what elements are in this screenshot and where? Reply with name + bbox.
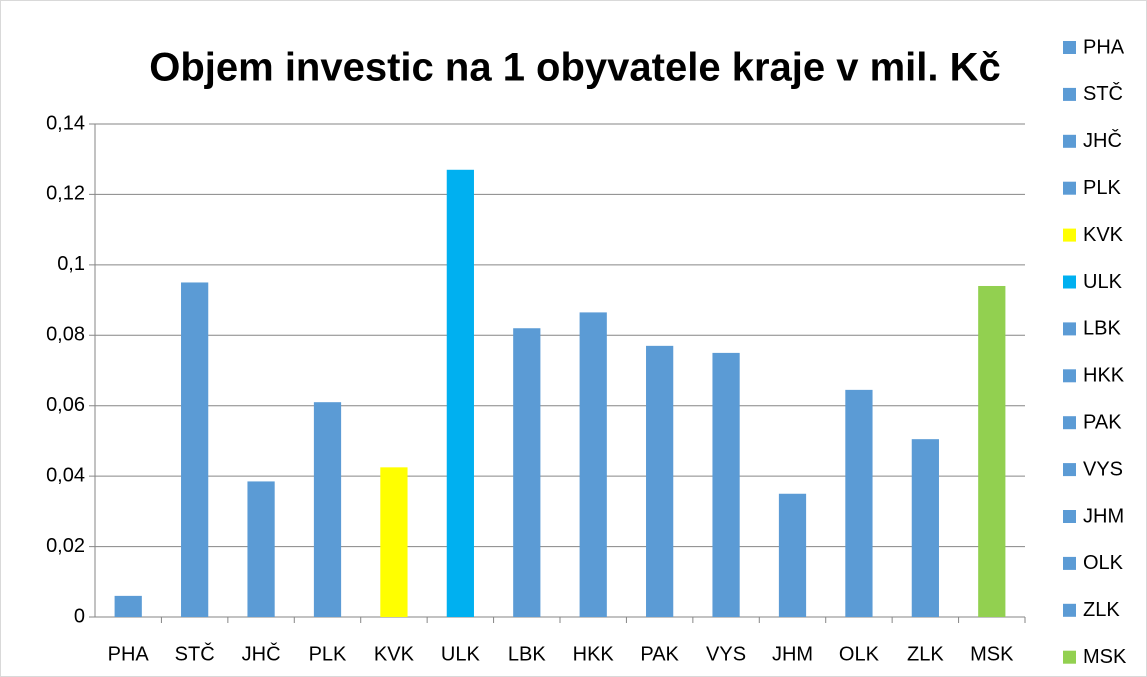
legend-label: HKK bbox=[1083, 365, 1125, 387]
legend-label: PHA bbox=[1083, 36, 1125, 58]
legend-label: LBK bbox=[1083, 318, 1121, 340]
legend-swatch bbox=[1063, 322, 1076, 336]
legend-label: ZLK bbox=[1083, 599, 1120, 621]
y-tick-label: 0,08 bbox=[46, 324, 85, 346]
legend-swatch bbox=[1063, 87, 1076, 101]
y-tick-label: 0,06 bbox=[46, 394, 85, 416]
x-tick-label: PHA bbox=[108, 643, 150, 665]
x-tick-label: JHM bbox=[772, 643, 813, 665]
x-tick-label: KVK bbox=[374, 643, 415, 665]
legend-swatch bbox=[1063, 41, 1076, 54]
bar bbox=[778, 493, 807, 617]
x-tick-label: LBK bbox=[508, 643, 546, 665]
legend-swatch bbox=[1063, 369, 1076, 383]
bar bbox=[247, 481, 275, 617]
bar bbox=[446, 169, 474, 617]
bar bbox=[513, 328, 541, 617]
bar bbox=[579, 312, 607, 617]
y-tick-label: 0,14 bbox=[46, 112, 85, 134]
x-tick-label: ZLK bbox=[907, 643, 944, 665]
legend-swatch bbox=[1063, 275, 1076, 289]
chart-title: Objem investic na 1 obyvatele kraje v mi… bbox=[149, 46, 1001, 90]
y-tick-label: 0,12 bbox=[46, 183, 85, 205]
legend-label: JHM bbox=[1083, 505, 1124, 527]
x-tick-label: PAK bbox=[640, 643, 679, 665]
legend-swatch bbox=[1063, 650, 1076, 664]
legend-label: KVK bbox=[1083, 224, 1124, 246]
legend-swatch bbox=[1063, 510, 1076, 523]
legend-swatch bbox=[1063, 603, 1076, 617]
x-tick-label: ULK bbox=[441, 643, 481, 665]
legend-label: OLK bbox=[1083, 552, 1124, 574]
x-tick-label: JHČ bbox=[242, 642, 281, 665]
legend-swatch bbox=[1063, 556, 1076, 570]
bar bbox=[646, 345, 674, 617]
bar bbox=[380, 467, 408, 617]
bar bbox=[978, 285, 1006, 617]
bar bbox=[911, 439, 939, 617]
legend-label: JHČ bbox=[1083, 129, 1122, 152]
y-tick-label: 0 bbox=[74, 605, 85, 627]
legend-label: MSK bbox=[1083, 646, 1127, 668]
x-tick-label: OLK bbox=[839, 643, 880, 665]
x-tick-label: MSK bbox=[970, 643, 1014, 665]
legend-swatch bbox=[1063, 463, 1076, 477]
legend-swatch bbox=[1063, 181, 1076, 195]
x-tick-label: HKK bbox=[573, 643, 615, 665]
y-tick-label: 0,1 bbox=[57, 253, 85, 275]
bar bbox=[845, 389, 873, 617]
legend-swatch bbox=[1063, 228, 1076, 242]
y-tick-label: 0,02 bbox=[46, 535, 85, 557]
legend-swatch bbox=[1063, 416, 1076, 430]
bar bbox=[712, 352, 740, 617]
bar bbox=[313, 402, 342, 617]
legend-label: VYS bbox=[1083, 458, 1123, 480]
bar bbox=[114, 595, 142, 617]
x-tick-label: PLK bbox=[309, 643, 347, 665]
x-tick-label: VYS bbox=[706, 643, 746, 665]
legend-label: PLK bbox=[1083, 177, 1121, 199]
legend-label: STČ bbox=[1083, 82, 1123, 105]
bar bbox=[181, 282, 209, 617]
legend-label: PAK bbox=[1083, 411, 1122, 433]
legend-swatch bbox=[1063, 134, 1076, 148]
x-tick-label: STČ bbox=[175, 642, 215, 665]
legend-label: ULK bbox=[1083, 271, 1123, 293]
y-tick-label: 0,04 bbox=[46, 464, 85, 486]
